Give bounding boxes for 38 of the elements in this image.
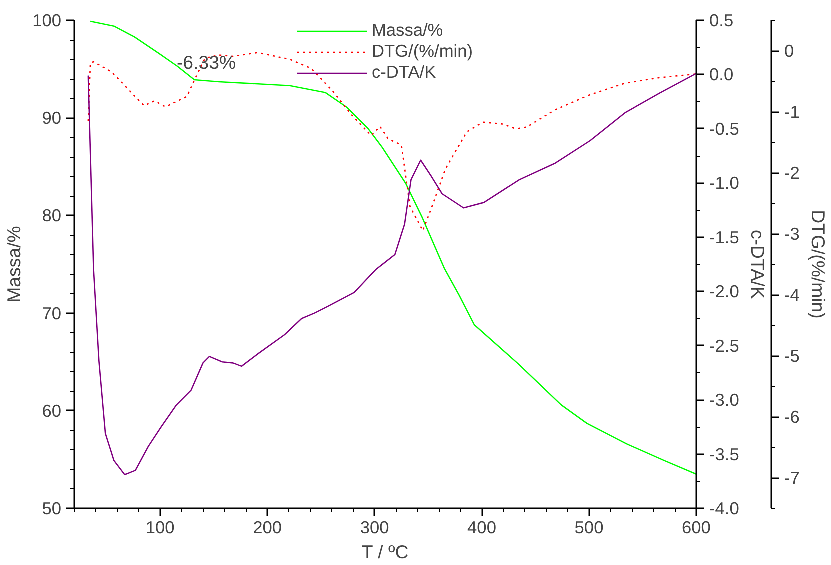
y-tick-label: 80 [42,206,62,226]
y3-tick-label: -1 [784,102,800,122]
y3-tick-label: 0 [784,41,794,61]
y2-tick-label: -1.5 [710,227,740,248]
legend-label: Massa/% [372,20,444,41]
y2-tick-label: -3.5 [710,444,740,464]
y3-tick-label: -4 [784,285,800,305]
y3-tick-label: -3 [784,224,800,244]
x-tick-label: 500 [574,518,604,538]
y2-tick-label: -1.0 [710,173,740,194]
y2-tick-label: -2.0 [710,282,740,302]
y-tick-label: 90 [42,108,62,128]
x-tick-label: 100 [146,518,175,538]
y2-tick-label: -3.0 [710,390,740,410]
legend-label: DTG/(%/min) [372,41,474,62]
y2-tick-label: 0.5 [710,10,734,30]
x-axis-title: T / ºC [362,542,409,562]
x-tick-label: 400 [468,518,496,538]
y-axis-title: Massa/% [4,226,25,303]
y3-tick-label: -5 [784,346,800,366]
y-tick-label: 60 [42,400,62,421]
y-tick-label: 70 [42,303,62,324]
y-tick-label: 50 [42,498,62,518]
y3-tick-label: -6 [784,407,800,427]
annotation: -6.33% [176,52,236,73]
y3-tick-label: -2 [784,163,800,183]
y2-tick-label: -0.5 [710,118,740,139]
y-tick-label: 100 [32,10,62,30]
y3-tick-label: -7 [784,468,800,488]
x-tick-label: 200 [253,518,282,538]
legend-label: c-DTA/K [372,62,436,83]
y2-axis-title: c-DTA/K [747,230,768,300]
x-tick-label: 600 [682,518,711,538]
y2-tick-label: 0.0 [710,64,734,85]
y3-axis-title: DTG/(%/min) [808,210,829,319]
y2-tick-label: -2.5 [710,336,740,356]
y2-tick-label: -4.0 [710,498,740,518]
x-tick-label: 300 [360,518,390,538]
